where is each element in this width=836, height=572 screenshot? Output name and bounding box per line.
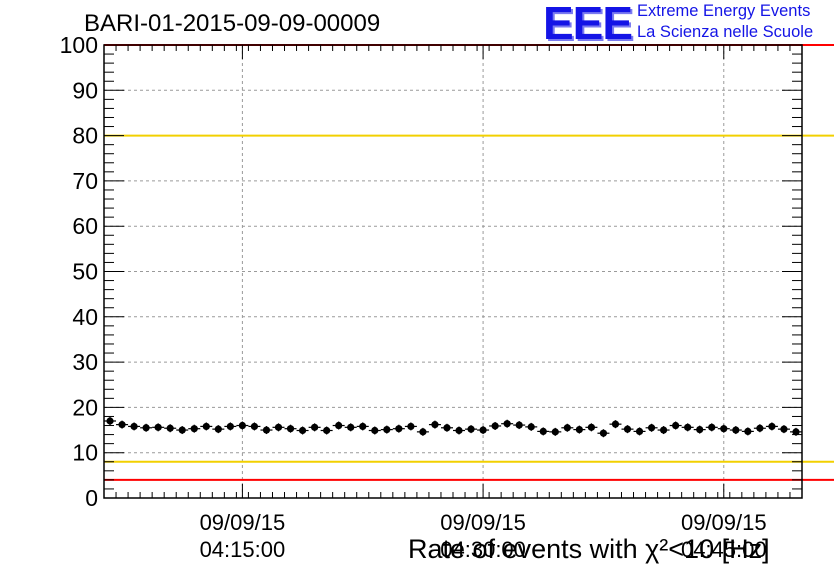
data-point <box>551 428 559 436</box>
data-point <box>347 423 355 431</box>
data-point <box>202 422 210 431</box>
data-point <box>323 426 331 435</box>
data-point <box>611 420 620 428</box>
axes <box>103 44 803 499</box>
data-point <box>226 422 234 431</box>
data-point <box>756 424 764 432</box>
x-tick-label-date: 09/09/15 <box>440 510 526 535</box>
data-point <box>708 423 716 431</box>
y-tick-label: 80 <box>72 123 98 149</box>
y-tick-label: 90 <box>72 77 98 103</box>
data-point <box>780 425 788 433</box>
y-tick-label: 100 <box>60 32 98 58</box>
data-point <box>311 423 319 431</box>
data-point <box>443 424 451 432</box>
data-point <box>178 426 186 434</box>
data-points <box>104 416 802 438</box>
data-point <box>467 425 475 433</box>
data-point <box>527 423 535 431</box>
x-tick-label-time: 04:15:00 <box>200 537 286 562</box>
y-tick-labels: 0 10 20 30 40 50 60 70 80 90 100 <box>60 32 98 511</box>
data-point <box>154 423 162 431</box>
data-point <box>190 425 198 433</box>
y-tick-label: 60 <box>72 213 98 239</box>
data-point <box>214 425 222 433</box>
x-tick-label-date: 09/09/15 <box>200 510 286 535</box>
x-tick-label-time: 04:30:00 <box>440 537 526 562</box>
data-point <box>118 421 126 429</box>
x-tick-label-date: 09/09/15 <box>681 510 767 535</box>
data-point <box>431 421 439 429</box>
y-tick-label: 30 <box>72 349 98 375</box>
data-point <box>419 428 427 436</box>
data-point <box>142 424 150 432</box>
x-tick-label-time: 04:45:00 <box>681 537 767 562</box>
grid-lines <box>104 45 802 498</box>
y-tick-label: 20 <box>72 394 98 420</box>
data-point <box>286 425 295 433</box>
data-point <box>335 421 343 430</box>
data-point <box>106 417 114 425</box>
data-point <box>744 427 752 436</box>
data-point <box>274 423 283 431</box>
data-point <box>383 425 391 434</box>
y-tick-label: 70 <box>72 168 98 194</box>
data-point <box>262 426 271 434</box>
data-point <box>491 422 499 430</box>
data-point <box>166 424 174 432</box>
data-point <box>672 421 680 430</box>
data-point <box>395 425 403 433</box>
data-point <box>359 422 367 431</box>
data-point <box>768 422 776 431</box>
data-point <box>696 425 704 434</box>
data-point <box>479 426 487 434</box>
data-point <box>684 423 692 431</box>
data-point <box>732 426 740 434</box>
x-tick-labels: 09/09/1504:15:0009/09/1504:30:0009/09/15… <box>200 510 767 562</box>
data-point <box>623 425 632 433</box>
data-point <box>539 427 547 436</box>
data-point <box>455 426 463 435</box>
data-point <box>647 424 656 432</box>
y-tick-label: 40 <box>72 304 98 330</box>
data-point <box>503 420 511 428</box>
data-point <box>130 422 138 431</box>
data-point <box>599 429 608 437</box>
y-tick-label: 0 <box>85 485 98 511</box>
data-point <box>660 426 668 434</box>
y-tick-label: 50 <box>72 259 98 285</box>
data-point <box>575 425 583 434</box>
data-point <box>587 423 595 431</box>
chart-title: BARI-01-2015-09-09-00009 <box>84 10 381 37</box>
y-tick-label: 10 <box>72 440 98 466</box>
data-point <box>407 422 415 431</box>
data-point <box>792 428 800 436</box>
logo-subtitle-2: La Scienza nelle Scuole <box>637 23 814 41</box>
data-point <box>250 422 259 431</box>
data-point <box>371 426 379 435</box>
data-point <box>720 425 728 433</box>
data-point <box>238 421 246 430</box>
data-point <box>298 426 307 435</box>
logo-subtitle-1: Extreme Energy Events <box>637 2 811 20</box>
data-point <box>563 424 571 432</box>
x-axis-title: Rate of events with χ²<10 [Hz] <box>408 534 770 564</box>
data-point <box>515 421 523 429</box>
eee-logo: EEE <box>543 0 633 49</box>
limit-lines <box>104 44 834 481</box>
data-point <box>635 427 644 436</box>
